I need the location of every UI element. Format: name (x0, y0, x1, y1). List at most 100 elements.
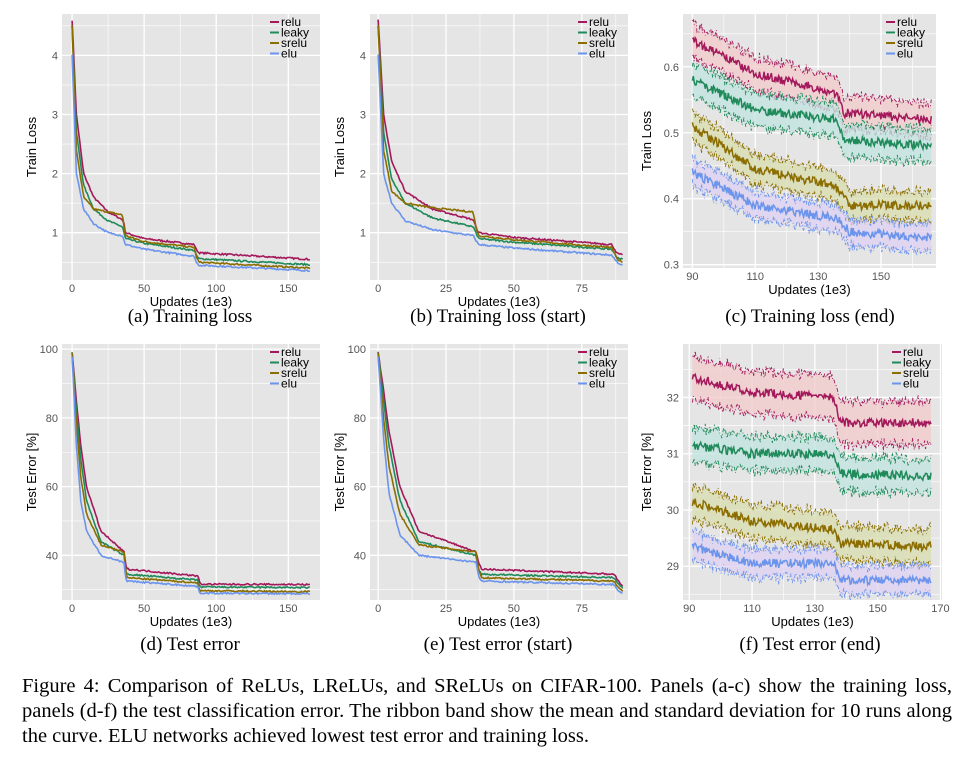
series-group (377, 351, 624, 594)
x-tick-label: 25 (440, 603, 452, 615)
ribbon-srelu (692, 108, 932, 227)
ribbon-lower-elu (691, 179, 932, 256)
x-tick-label: 90 (683, 603, 695, 615)
plot-background (370, 344, 628, 600)
x-tick-label: 150 (279, 603, 297, 615)
ribbon-lower-srelu (691, 514, 932, 570)
y-axis-label: Train Loss (332, 116, 347, 177)
y-tick-label: 100 (40, 344, 58, 356)
y-tick-label: 2 (52, 169, 58, 181)
x-tick-label: 25 (440, 283, 452, 295)
series-line-elu (691, 542, 932, 588)
y-tick-label: 2 (360, 169, 366, 181)
y-tick-label: 40 (46, 550, 58, 562)
x-tick-label: 150 (872, 271, 890, 283)
legend-label-elu: elu (281, 377, 297, 391)
legend-label-elu: elu (903, 377, 919, 391)
ribbon-elu (692, 154, 932, 256)
legend-label-leaky: leaky (903, 356, 931, 370)
x-tick-label: 0 (375, 283, 381, 295)
subcaption-c: (c) Training loss (end) (725, 306, 895, 327)
series-line-relu (691, 372, 932, 429)
ribbon-upper-elu (691, 525, 932, 573)
ribbon-lower-leaky (692, 458, 932, 499)
x-tick-label: 130 (809, 271, 827, 283)
y-axis-label: Test Error [%] (332, 433, 347, 512)
legend-label-elu: elu (589, 47, 605, 61)
series-line-srelu (71, 25, 311, 270)
x-tick-label: 50 (138, 283, 150, 295)
ribbon-lower-leaky (692, 93, 932, 169)
series-line-srelu (691, 122, 932, 213)
series-line-elu (71, 54, 310, 273)
y-tick-label: 0.5 (664, 128, 679, 140)
ribbon-upper-relu (692, 350, 932, 409)
x-tick-label: 100 (207, 283, 225, 295)
y-tick-label: 1 (52, 228, 58, 240)
x-tick-label: 170 (931, 603, 949, 615)
y-tick-label: 60 (46, 482, 58, 494)
x-tick-label: 50 (508, 283, 520, 295)
y-tick-label: 0.3 (664, 260, 679, 272)
x-axis-label: Updates (1e3) (150, 614, 232, 629)
ribbon-relu (692, 351, 931, 451)
series-line-elu (377, 356, 623, 594)
series-line-elu (71, 356, 311, 596)
x-tick-label: 130 (806, 603, 824, 615)
x-axis-label: Updates (1e3) (150, 294, 232, 309)
legend-label-relu: relu (281, 345, 301, 359)
series-line-srelu (377, 352, 624, 592)
x-tick-label: 100 (207, 603, 225, 615)
series-group (691, 18, 933, 256)
series-line-relu (71, 20, 310, 261)
y-tick-label: 40 (354, 550, 366, 562)
x-tick-label: 0 (69, 603, 75, 615)
subcaption-a: (a) Training loss (127, 306, 253, 327)
y-tick-label: 80 (354, 413, 366, 425)
y-tick-label: 1 (360, 228, 366, 240)
series-line-srelu (377, 25, 623, 263)
legend-label-relu: relu (589, 345, 609, 359)
legend-label-srelu: srelu (897, 36, 923, 50)
x-axis-label: Updates (1e3) (771, 614, 853, 629)
subcaption-f: (f) Test error (end) (739, 634, 881, 655)
ribbon-upper-relu (692, 18, 932, 109)
legend-label-relu: relu (281, 15, 301, 29)
legend-label-leaky: leaky (281, 356, 309, 370)
y-axis-label: Train Loss (24, 116, 39, 177)
series-line-leaky (377, 26, 624, 260)
ribbon-upper-srelu (691, 482, 932, 536)
subcaption-d: (d) Test error (140, 634, 240, 655)
series-line-leaky (691, 75, 933, 152)
x-tick-label: 75 (576, 603, 588, 615)
series-line-relu (377, 19, 623, 256)
x-tick-label: 0 (69, 283, 75, 295)
legend-label-leaky: leaky (589, 356, 617, 370)
legend-label-leaky: leaky (589, 26, 617, 40)
x-tick-label: 150 (868, 603, 886, 615)
x-axis-label: Updates (1e3) (458, 294, 540, 309)
x-tick-label: 90 (686, 271, 698, 283)
ribbon-relu (692, 19, 932, 141)
ribbon-upper-leaky (691, 60, 932, 135)
figure-caption: Figure 4: Comparison of ReLUs, LReLUs, a… (22, 675, 952, 747)
x-tick-label: 50 (138, 603, 150, 615)
y-tick-label: 29 (667, 561, 679, 573)
series-line-relu (377, 351, 624, 587)
series-line-leaky (691, 440, 932, 482)
ribbon-leaky (692, 423, 931, 499)
series-line-relu (71, 352, 311, 587)
ribbon-upper-elu (691, 154, 932, 230)
series-line-srelu (691, 498, 932, 554)
legend-label-srelu: srelu (589, 366, 615, 380)
y-axis-label: Train Loss (639, 110, 654, 171)
y-tick-label: 4 (52, 50, 58, 62)
series-group (71, 352, 311, 596)
y-tick-label: 0.4 (664, 194, 679, 206)
legend-label-relu: relu (589, 15, 609, 29)
series-line-elu (377, 54, 623, 266)
